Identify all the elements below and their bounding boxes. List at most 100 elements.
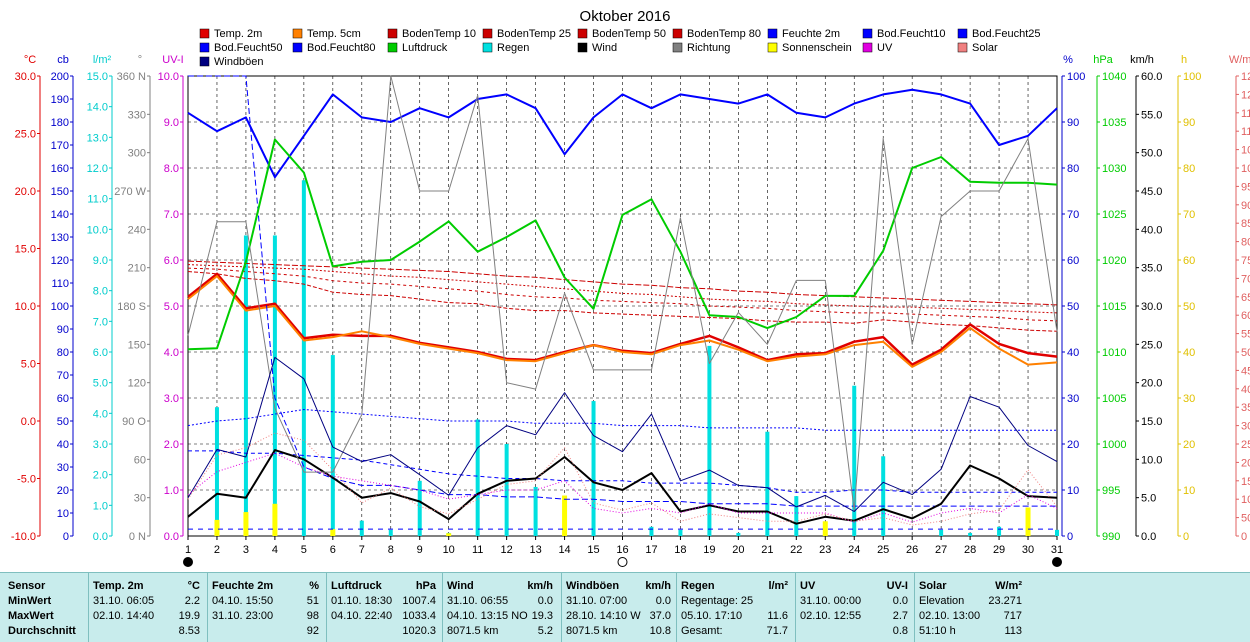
bar-regen (968, 532, 973, 536)
stats-cell-label: Elevation (919, 595, 965, 607)
series-bodentemp-25 (187, 267, 1058, 322)
axis-tick-label: 60 (1183, 255, 1195, 267)
stats-cell-value: 0.0 (892, 595, 908, 607)
axis-tick-label: 0.0 (21, 416, 36, 428)
stats-cell-value: 10.8 (649, 625, 671, 637)
axis-unit: ° (138, 54, 142, 66)
axis-tick-label: 3.0 (164, 393, 179, 405)
axis-tick-label: 210 (128, 263, 146, 275)
axis-tick-label: 150 (51, 186, 69, 198)
x-tick-label: 15 (587, 544, 599, 556)
axis-tick-label: 35.0 (1141, 263, 1162, 275)
stats-block-solar: Solar W/m² Elevation 23.271 02.10. 13:00 717 5… (919, 577, 1022, 641)
bar-regen (504, 444, 509, 536)
legend-label: Temp. 5cm (307, 28, 361, 40)
axis-unit: km/h (1130, 54, 1154, 66)
x-tick-label: 26 (906, 544, 918, 556)
stats-cell-value: 2.7 (892, 610, 908, 622)
moon-new-icon (183, 557, 193, 567)
axis-tick-label: 600 (1241, 310, 1250, 322)
stats-cell-value: 2.2 (184, 595, 200, 607)
x-tick-label: 7 (359, 544, 365, 556)
stats-cell-label: 02.10. 12:55 (800, 610, 862, 622)
axis-tick-label: 40.0 (1141, 224, 1162, 236)
legend-item-bod-feucht80: Bod.Feucht80 (292, 42, 376, 54)
stats-block-title: Regen (681, 580, 715, 592)
axis-tick-label: 1040 (1102, 71, 1126, 83)
stats-separator (676, 573, 677, 642)
axis-tick-label: 300 (128, 148, 146, 160)
legend-label: Regen (497, 42, 529, 54)
axis-tick-label: 55.0 (1141, 109, 1162, 121)
bar-regen (736, 532, 741, 536)
stats-cell-label: 31.10. 06:55 (447, 595, 509, 607)
stats-separator (914, 573, 915, 642)
stats-separator (795, 573, 796, 642)
axis-tick-label: 1100 (1241, 126, 1250, 138)
stats-cell-label: 31.10. 00:00 (800, 595, 862, 607)
legend-label: BodenTemp 25 (497, 28, 571, 40)
legend-swatch (957, 28, 968, 39)
stats-cell-value: 8.53 (178, 625, 200, 637)
stats-row-label: MaxWert (8, 610, 54, 622)
axis-tick-label: 120 (128, 378, 146, 390)
moon-full-icon (617, 557, 628, 567)
axis-tick-label: 100 (51, 301, 69, 313)
stats-block-title: Solar (919, 580, 947, 592)
axis-tick-label: 30.0 (1141, 301, 1162, 313)
stats-separator (207, 573, 208, 642)
stats-cell-label: 31.10. 07:00 (566, 595, 628, 607)
stats-cell-value: 1007.4 (402, 595, 436, 607)
bar-sonnenschein (243, 512, 249, 536)
axis-c: °C -10.0 -5.0 0.0 5.0 10.0 15.0 20.0 25.0 30.0 (11, 54, 41, 543)
axis-tick-label: 20.0 (1141, 378, 1162, 390)
axis-tick-label: 5.0 (1141, 493, 1156, 505)
axis-tick-label: 80 (1067, 163, 1079, 175)
legend-item-luftdruck: Luftdruck (387, 42, 448, 54)
bar-regen (881, 456, 886, 536)
axis-tick-label: 50 (57, 416, 69, 428)
axis-tick-label: 160 (51, 163, 69, 175)
stats-block-unit: km/h (527, 580, 553, 592)
stats-block-temp-2m: Temp. 2m °C 31.10. 06:05 2.2 02.10. 14:40 19.… (93, 577, 200, 641)
axis-tick-label: 9.0 (164, 117, 179, 129)
axis-km-h: km/h 0.0 5.0 10.0 15.0 20.0 25.0 30.0 35.0 40.0 45… (1130, 54, 1162, 543)
x-tick-label: 31 (1051, 544, 1063, 556)
stats-block-feuchte-2m: Feuchte 2m% 04.10. 15:50 51 31.10. 23:00 98 9… (212, 577, 319, 641)
legend-label: Luftdruck (402, 42, 448, 54)
stats-cell-value: 0.0 (655, 595, 671, 607)
axis-tick-label: 20 (1183, 439, 1195, 451)
axis-tick-label: 5.0 (21, 359, 36, 371)
legend-swatch (199, 56, 210, 67)
axis-tick-label: 4.0 (164, 347, 179, 359)
x-tick-label: 14 (558, 544, 570, 556)
axis-tick-label: 1250 (1241, 71, 1250, 83)
legend-label: Bod.Feucht80 (307, 42, 376, 54)
legend-label: Bod.Feucht50 (214, 42, 283, 54)
legend-item-sonnenschein: Sonnenschein (767, 42, 852, 54)
axis-tick-label: 200 (1241, 457, 1250, 469)
stats-cell-label: Regentage: 25 (681, 595, 754, 607)
axis-tick-label: -5.0 (17, 474, 36, 486)
stats-row-label: Sensor (8, 580, 46, 592)
axis-tick-label: 10 (57, 508, 69, 520)
axis-tick-label: 1050 (1241, 145, 1250, 157)
axis-tick-label: 150 (1241, 476, 1250, 488)
axis-tick-label: 330 (128, 109, 146, 121)
stats-cell-label: 04.10. 22:40 (331, 610, 393, 622)
axis-tick-label: 1.0 (93, 500, 108, 512)
x-tick-label: 19 (703, 544, 715, 556)
axis-tick-label: 120 (51, 255, 69, 267)
axis-tick-label: 60.0 (1141, 71, 1162, 83)
stats-block-wind: Wind km/h 31.10. 06:55 0.0 04.10. 13:15 NO 19… (447, 577, 553, 641)
axis-tick-label: 20 (1067, 439, 1079, 451)
stats-cell-value: 37.0 (649, 610, 671, 622)
axis-tick-label: 0 (1183, 531, 1189, 543)
axis-tick-label: 15.0 (87, 71, 108, 83)
legend-label: UV (877, 42, 893, 54)
series-bodentemp-10 (187, 271, 1058, 332)
stats-cell-value: 71.7 (766, 625, 788, 637)
axis-tick-label: 0.0 (164, 531, 179, 543)
stats-block-title: Luftdruck (331, 580, 382, 592)
chart-title: Oktober 2016 (580, 8, 671, 25)
